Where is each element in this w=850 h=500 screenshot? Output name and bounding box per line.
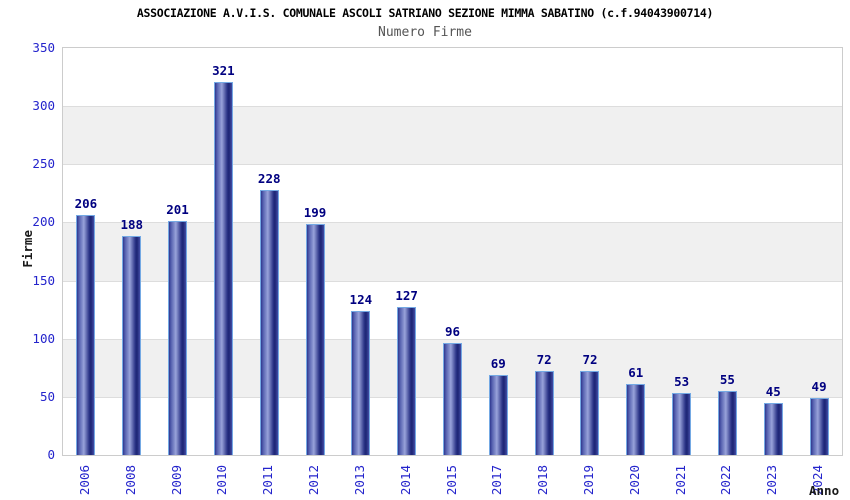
- bar-2021: [672, 393, 692, 455]
- bar-value-label: 228: [257, 170, 281, 186]
- bar-value-label: 124: [349, 291, 373, 307]
- x-axis-title: Anno: [809, 483, 840, 498]
- y-tick-label: 300: [32, 98, 55, 114]
- bar-2023: [763, 402, 783, 455]
- bar-value-label: 55: [719, 372, 735, 388]
- bar-2014: [397, 307, 417, 455]
- bar-value-label: 72: [536, 352, 552, 368]
- plot-band: [63, 280, 842, 339]
- x-tick-label: 2008: [122, 465, 138, 496]
- x-tick-label: 2010: [214, 465, 230, 496]
- gridline: [63, 106, 842, 108]
- bar-2018: [534, 371, 554, 455]
- bar-value-label: 72: [582, 352, 598, 368]
- bar-value-label: 127: [395, 288, 418, 304]
- bar-value-label: 53: [674, 374, 690, 390]
- x-tick-label: 2014: [397, 465, 413, 496]
- bar-value-label: 45: [765, 383, 781, 399]
- bar-2013: [351, 310, 371, 455]
- plot-area: 0 50 100 150 200 250 300 350 206 2006 188 2008 201 20…: [32, 41, 843, 495]
- bar-2009: [168, 221, 188, 455]
- x-tick-label: 2013: [351, 465, 367, 496]
- x-tick-label: 2012: [306, 465, 322, 496]
- x-tick-label: 2021: [672, 465, 688, 496]
- bar-value-label: 49: [811, 379, 827, 395]
- chart-subtitle: Numero Firme: [378, 25, 472, 40]
- y-tick-label: 100: [32, 330, 55, 346]
- x-tick-label: 2009: [168, 465, 184, 496]
- x-tick-label: 2006: [76, 465, 92, 496]
- plot-band: [63, 222, 842, 281]
- x-tick-label: 2019: [580, 465, 596, 496]
- x-tick-label: 2020: [626, 465, 642, 496]
- y-tick-label: 0: [47, 447, 55, 462]
- plot-band: [63, 106, 842, 165]
- gridline: [63, 222, 842, 224]
- gridline: [63, 164, 842, 166]
- y-axis-title: Firme: [20, 230, 35, 268]
- bar-value-label: 61: [628, 365, 644, 381]
- bar-value-label: 206: [74, 196, 98, 212]
- bar-value-label: 321: [212, 62, 235, 78]
- gridline: [63, 280, 842, 282]
- x-tick-label: 2011: [260, 465, 276, 496]
- bar-2017: [488, 374, 508, 455]
- x-tick-label: 2023: [764, 465, 780, 496]
- bar-value-label: 69: [490, 355, 506, 371]
- bar-2010: [213, 81, 233, 455]
- bar-value-label: 199: [303, 204, 327, 220]
- bar-2006: [76, 215, 96, 455]
- bar-2015: [443, 343, 462, 455]
- plot-band: [63, 164, 842, 223]
- bar-2020: [626, 384, 646, 455]
- bar-2011: [259, 189, 279, 455]
- x-tick-label: 2015: [443, 465, 459, 496]
- bar-value-label: 188: [120, 217, 144, 233]
- bar-2012: [305, 223, 325, 455]
- bar-2019: [580, 371, 600, 455]
- plot-band: [63, 48, 842, 107]
- bar-2022: [717, 391, 737, 455]
- x-tick-label: 2018: [535, 465, 551, 496]
- x-tick-label: 2022: [718, 465, 734, 496]
- bar-value-label: 201: [166, 202, 189, 218]
- bar-2008: [122, 236, 142, 455]
- chart-title: ASSOCIAZIONE A.V.I.S. COMUNALE ASCOLI SA…: [136, 6, 714, 20]
- y-tick-label: 350: [32, 40, 55, 55]
- bar-value-label: 96: [444, 324, 461, 340]
- x-tick-label: 2017: [489, 465, 505, 496]
- y-tick-label: 50: [39, 388, 55, 404]
- y-tick-label: 250: [32, 156, 55, 172]
- y-tick-label: 200: [32, 214, 55, 230]
- gridline: [63, 338, 842, 340]
- bar-2024: [809, 398, 829, 455]
- y-tick-label: 150: [32, 272, 55, 288]
